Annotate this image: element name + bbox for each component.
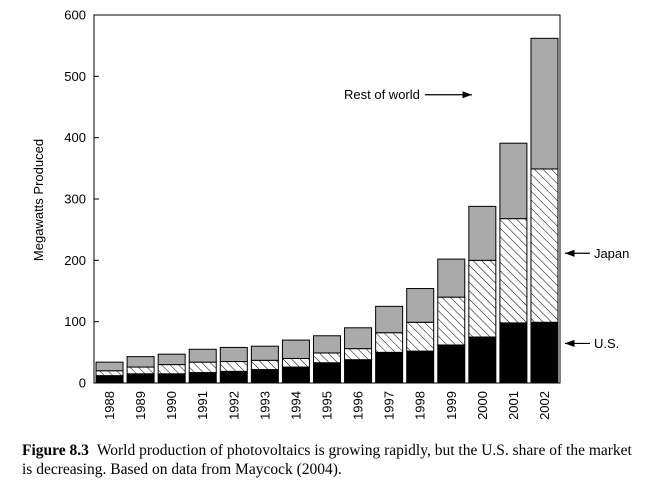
bar-segment-japan-1991: [188, 361, 217, 374]
bar-segment-rest-of-world-2001: [499, 142, 528, 220]
x-tick-label: 1995: [320, 391, 335, 420]
bar-chart: Megawatts Produced 0 100 200 300 400 500 600 1…: [31, 8, 629, 420]
bar-segment-japan-1997: [375, 332, 404, 353]
bar-segment-japan-1990: [157, 364, 186, 375]
series-annotations: Rest of world Japan U.S.: [344, 87, 629, 351]
caption-label: Figure 8.3: [22, 442, 89, 459]
caption-text: World production of photovoltaics is gro…: [22, 442, 632, 478]
bar-segment-u-s-1998: [406, 350, 435, 384]
x-tick-label: 1990: [164, 391, 179, 420]
bar-segment-rest-of-world-1990: [157, 353, 186, 366]
bar-segment-rest-of-world-1996: [344, 327, 373, 350]
annotation-us: U.S.: [594, 336, 619, 351]
x-tick-label: 1997: [382, 391, 397, 420]
annotation-rest-of-world: Rest of world: [344, 87, 420, 102]
y-tick-label: 500: [64, 69, 86, 84]
y-axis: 0 100 200 300 400 500 600: [64, 8, 99, 391]
y-tick-label: 600: [64, 8, 86, 23]
x-tick-label: 2001: [506, 391, 521, 420]
bar-segment-rest-of-world-1992: [219, 346, 248, 363]
bar-series-group: [95, 37, 559, 384]
x-tick-label: 2000: [475, 391, 490, 420]
x-tick-label: 1996: [351, 391, 366, 420]
bar-segment-rest-of-world-1995: [313, 335, 341, 354]
x-tick-label: 1994: [288, 391, 303, 420]
y-tick-label: 300: [64, 192, 86, 207]
bar-segment-japan-1989: [126, 366, 155, 375]
bar-segment-rest-of-world-1988: [95, 361, 124, 372]
x-tick-label: 1989: [133, 391, 148, 420]
bar-segment-rest-of-world-1997: [375, 305, 404, 334]
bar-segment-japan-2000: [468, 259, 497, 338]
bar-segment-rest-of-world-2000: [468, 205, 497, 261]
y-tick-label: 400: [64, 130, 86, 145]
y-axis-label: Megawatts Produced: [31, 139, 46, 261]
figure-caption: Figure 8.3 World production of photovolta…: [22, 441, 642, 479]
y-tick-label: 0: [79, 376, 86, 391]
x-tick-label: 1991: [195, 391, 210, 420]
y-tick-label: 100: [64, 314, 86, 329]
bar-segment-rest-of-world-1994: [281, 339, 310, 359]
x-tick-label: 1999: [444, 391, 459, 420]
bar-segment-japan-1993: [250, 359, 279, 371]
bar-segment-japan-1995: [313, 352, 341, 364]
bar-segment-u-s-2001: [499, 322, 528, 384]
x-tick-label: 1988: [102, 391, 117, 420]
x-axis: 1988 1989 1990 1991 1992 1993 1994 1995 1996 1997…: [102, 379, 552, 420]
bar-segment-japan-2002: [530, 168, 559, 323]
annotation-japan: Japan: [594, 246, 629, 261]
bar-segment-japan-1994: [281, 357, 310, 368]
plot-frame: [93, 14, 561, 384]
y-tick-label: 200: [64, 253, 86, 268]
bar-segment-rest-of-world-1993: [250, 345, 279, 361]
bar-segment-u-s-2000: [468, 336, 497, 384]
bar-segment-u-s-1997: [375, 351, 404, 384]
bar-segment-japan-2001: [499, 218, 528, 324]
bar-segment-rest-of-world-1991: [188, 348, 217, 363]
bar-segment-japan-1988: [95, 370, 124, 377]
bar-segment-rest-of-world-2002: [530, 37, 559, 170]
bar-segment-japan-1998: [406, 321, 435, 352]
bar-segment-rest-of-world-1998: [406, 288, 435, 323]
x-tick-label: 1998: [413, 391, 428, 420]
bar-segment-japan-1992: [219, 361, 248, 372]
x-tick-label: 1993: [257, 391, 272, 420]
bar-segment-japan-1999: [437, 296, 466, 346]
bar-segment-japan-1996: [344, 348, 373, 361]
bar-segment-u-s-2002: [530, 321, 559, 384]
bar-segment-rest-of-world-1989: [126, 356, 155, 368]
x-tick-label: 2002: [537, 391, 552, 420]
x-tick-label: 1992: [226, 391, 241, 420]
bar-segment-rest-of-world-1999: [437, 258, 466, 298]
bar-segment-u-s-1999: [437, 344, 466, 384]
